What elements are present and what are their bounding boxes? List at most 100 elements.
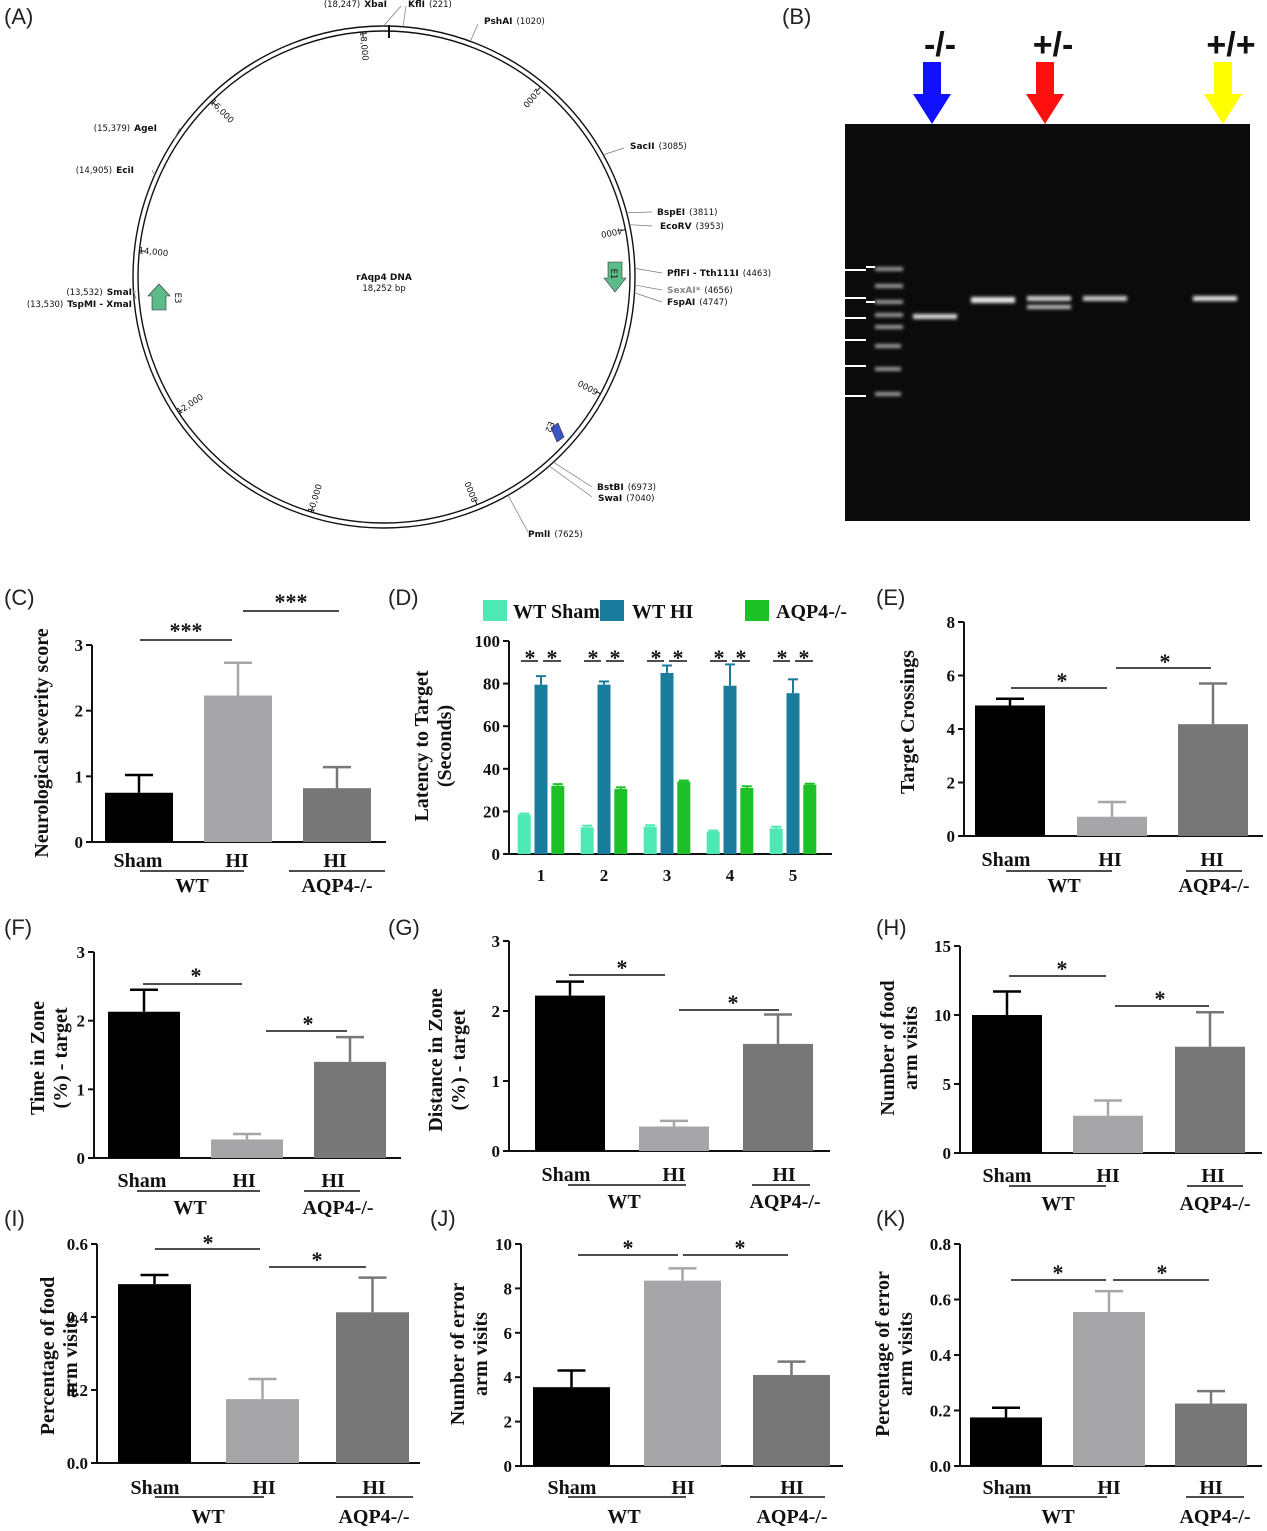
ring-tick-label: 6000 [577, 377, 601, 396]
legend-label: WT HI [632, 601, 694, 623]
group-label: WT [607, 1191, 641, 1213]
bar [1073, 1115, 1143, 1153]
site-position: (13,532) [66, 288, 102, 298]
site-leader [629, 224, 653, 227]
significance-marker: * [1057, 956, 1068, 981]
bar [1178, 724, 1248, 836]
ladder-band [875, 300, 903, 304]
chart-panel-e: (E) 0 2 4 6 8 Target Crossings Sham HI HI * * WT AQP4… [876, 585, 1263, 897]
site-name: PflFI - Tth111I [667, 269, 739, 279]
y-tick-label: 60 [483, 717, 500, 736]
group-label: AQP4-/- [756, 1506, 827, 1528]
site-name: KflI [408, 0, 425, 10]
site-position: (4747) [699, 298, 727, 308]
restriction-site-label: PshAI (1020) [484, 11, 545, 28]
site-position: (3811) [689, 208, 717, 218]
ladder-label: 250 [805, 354, 842, 379]
site-position: (6973) [628, 483, 656, 493]
ladder-label: 750 [805, 306, 842, 331]
ladder-label: 100 [805, 384, 842, 409]
panel-label-g: (G) [388, 915, 420, 940]
y-tick-label: 8 [504, 1279, 513, 1298]
y-tick-label: 2 [947, 774, 956, 793]
category-label: Sham [548, 1477, 597, 1499]
panel-label-f: (F) [4, 915, 32, 940]
genotype-arrow [1026, 62, 1064, 124]
site-leader [133, 290, 137, 293]
restriction-site-label: PmlI (7625) [528, 524, 583, 541]
sample-band [1193, 296, 1237, 301]
ring-tick [139, 250, 145, 252]
y-axis-title: Number of errorarm visits [447, 1283, 492, 1426]
ladder-band [875, 313, 903, 317]
site-position: (15,379) [94, 124, 130, 134]
site-name: SacII [630, 142, 655, 152]
site-position: (1020) [517, 17, 545, 27]
category-label: HI [772, 1164, 796, 1186]
y-tick-label: 10 [495, 1235, 512, 1254]
restriction-site-label: (14,905) EciI [76, 160, 134, 177]
y-tick-label: 1 [77, 1080, 86, 1099]
y-tick-label: 2 [492, 1002, 501, 1021]
restriction-site-label: FspAI (4747) [667, 292, 728, 309]
panel-label-e: (E) [876, 585, 905, 610]
category-label: HI [232, 1170, 256, 1192]
significance-marker: * [588, 645, 599, 670]
panel-label-c: (C) [4, 585, 35, 610]
ladder-label: 1000 [793, 286, 842, 311]
bar [597, 684, 611, 854]
chart-panel-f: (F) 0 1 2 3 Time in Zone(%) - target Sham HI HI *… [4, 915, 401, 1219]
restriction-site-label: SacII (3085) [630, 136, 687, 153]
bar [1175, 1046, 1245, 1153]
plasmid-size: 18,252 bp [362, 284, 405, 294]
sample-band [971, 297, 1015, 303]
bar [743, 1043, 813, 1151]
gel-image [845, 124, 1250, 521]
site-position: (221) [429, 0, 452, 10]
x-tick-label: 1 [537, 866, 546, 885]
significance-marker: * [312, 1247, 323, 1272]
y-axis-title: Neurological severity score [31, 628, 53, 857]
category-label: Sham [118, 1170, 167, 1192]
bar [975, 705, 1045, 836]
ring-tick-label: 12,000 [175, 392, 205, 417]
y-tick-label: 4 [504, 1368, 513, 1387]
bar [118, 1284, 191, 1463]
y-tick-label: 0 [492, 1142, 501, 1161]
ring-tick-label: 18,000 [357, 31, 370, 62]
category-label: HI [671, 1477, 695, 1499]
group-label: AQP4-/- [1178, 875, 1249, 897]
gene-feature-label: E1 [608, 269, 618, 280]
site-name: BspEI [657, 208, 685, 218]
significance-marker: * [799, 645, 810, 670]
ladder-band [875, 325, 903, 329]
site-leader [173, 127, 181, 140]
genotype-arrow [913, 62, 951, 124]
category-label: HI [1200, 849, 1224, 871]
y-tick-label: 0 [492, 845, 501, 864]
group-label: WT [1041, 1506, 1075, 1528]
category-label: Sham [131, 1477, 180, 1499]
bar [336, 1312, 409, 1463]
y-axis-title: Number of foodarm visits [877, 980, 922, 1115]
group-label: WT [191, 1506, 225, 1528]
ring-tick [310, 507, 314, 513]
ring-tick-label: 8000 [463, 480, 480, 504]
group-label: WT [173, 1197, 207, 1219]
x-tick-label: 3 [663, 866, 672, 885]
y-tick-label: 10 [934, 1006, 951, 1025]
y-axis-title: Target Crossings [897, 650, 919, 794]
restriction-site-label: PflFI - Tth111I (4463) [667, 263, 771, 280]
bar [753, 1374, 830, 1466]
site-leader [548, 465, 593, 498]
category-label: HI [1098, 849, 1122, 871]
y-tick-label: 0.2 [67, 1381, 88, 1400]
group-label: WT [607, 1506, 641, 1528]
bar [1077, 816, 1147, 836]
bar [1175, 1403, 1247, 1466]
significance-marker: * [610, 645, 621, 670]
y-axis-title: Distance in Zone(%) - target [425, 988, 470, 1131]
y-tick-label: 40 [483, 760, 500, 779]
legend-swatch [483, 600, 507, 621]
bar [972, 1015, 1042, 1153]
